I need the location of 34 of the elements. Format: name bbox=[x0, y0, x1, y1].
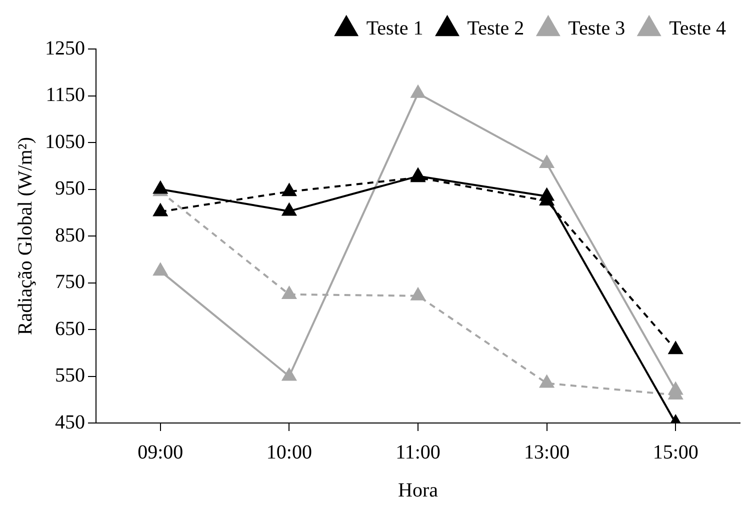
x-axis-title: Hora bbox=[398, 479, 438, 502]
y-axis-title: Radiação Global (W/m²) bbox=[14, 136, 36, 336]
point bbox=[281, 182, 297, 196]
legend-label: Teste 3 bbox=[568, 17, 626, 40]
point bbox=[281, 202, 297, 216]
y-tick-label: 850 bbox=[55, 224, 85, 246]
point bbox=[152, 180, 168, 194]
point bbox=[668, 381, 684, 395]
point bbox=[539, 154, 555, 168]
point bbox=[281, 285, 297, 299]
point bbox=[410, 286, 426, 300]
point bbox=[281, 367, 297, 381]
legend-label: Teste 4 bbox=[669, 17, 726, 40]
x-tick-label: 10:00 bbox=[266, 441, 312, 464]
y-tick-label: 550 bbox=[55, 364, 85, 386]
point bbox=[410, 84, 426, 98]
y-tick-label: 750 bbox=[55, 271, 85, 293]
x-tick-label: 15:00 bbox=[652, 441, 698, 464]
x-tick-label: 09:00 bbox=[138, 441, 184, 464]
legend-label: Teste 2 bbox=[467, 17, 524, 40]
point bbox=[152, 262, 168, 276]
point bbox=[539, 187, 555, 201]
x-tick-label: 11:00 bbox=[396, 441, 440, 464]
y-tick-label: 450 bbox=[55, 411, 85, 434]
y-tick-label: 1150 bbox=[46, 84, 85, 106]
x-tick-label: 13:00 bbox=[524, 441, 570, 464]
y-tick-label: 1250 bbox=[45, 37, 85, 60]
y-tick-label: 650 bbox=[55, 318, 85, 340]
point bbox=[539, 374, 555, 388]
y-tick-label: 1050 bbox=[45, 130, 85, 153]
legend-label: Teste 1 bbox=[366, 17, 424, 40]
point bbox=[152, 202, 168, 216]
point bbox=[668, 340, 684, 354]
y-tick-label: 950 bbox=[55, 178, 85, 200]
